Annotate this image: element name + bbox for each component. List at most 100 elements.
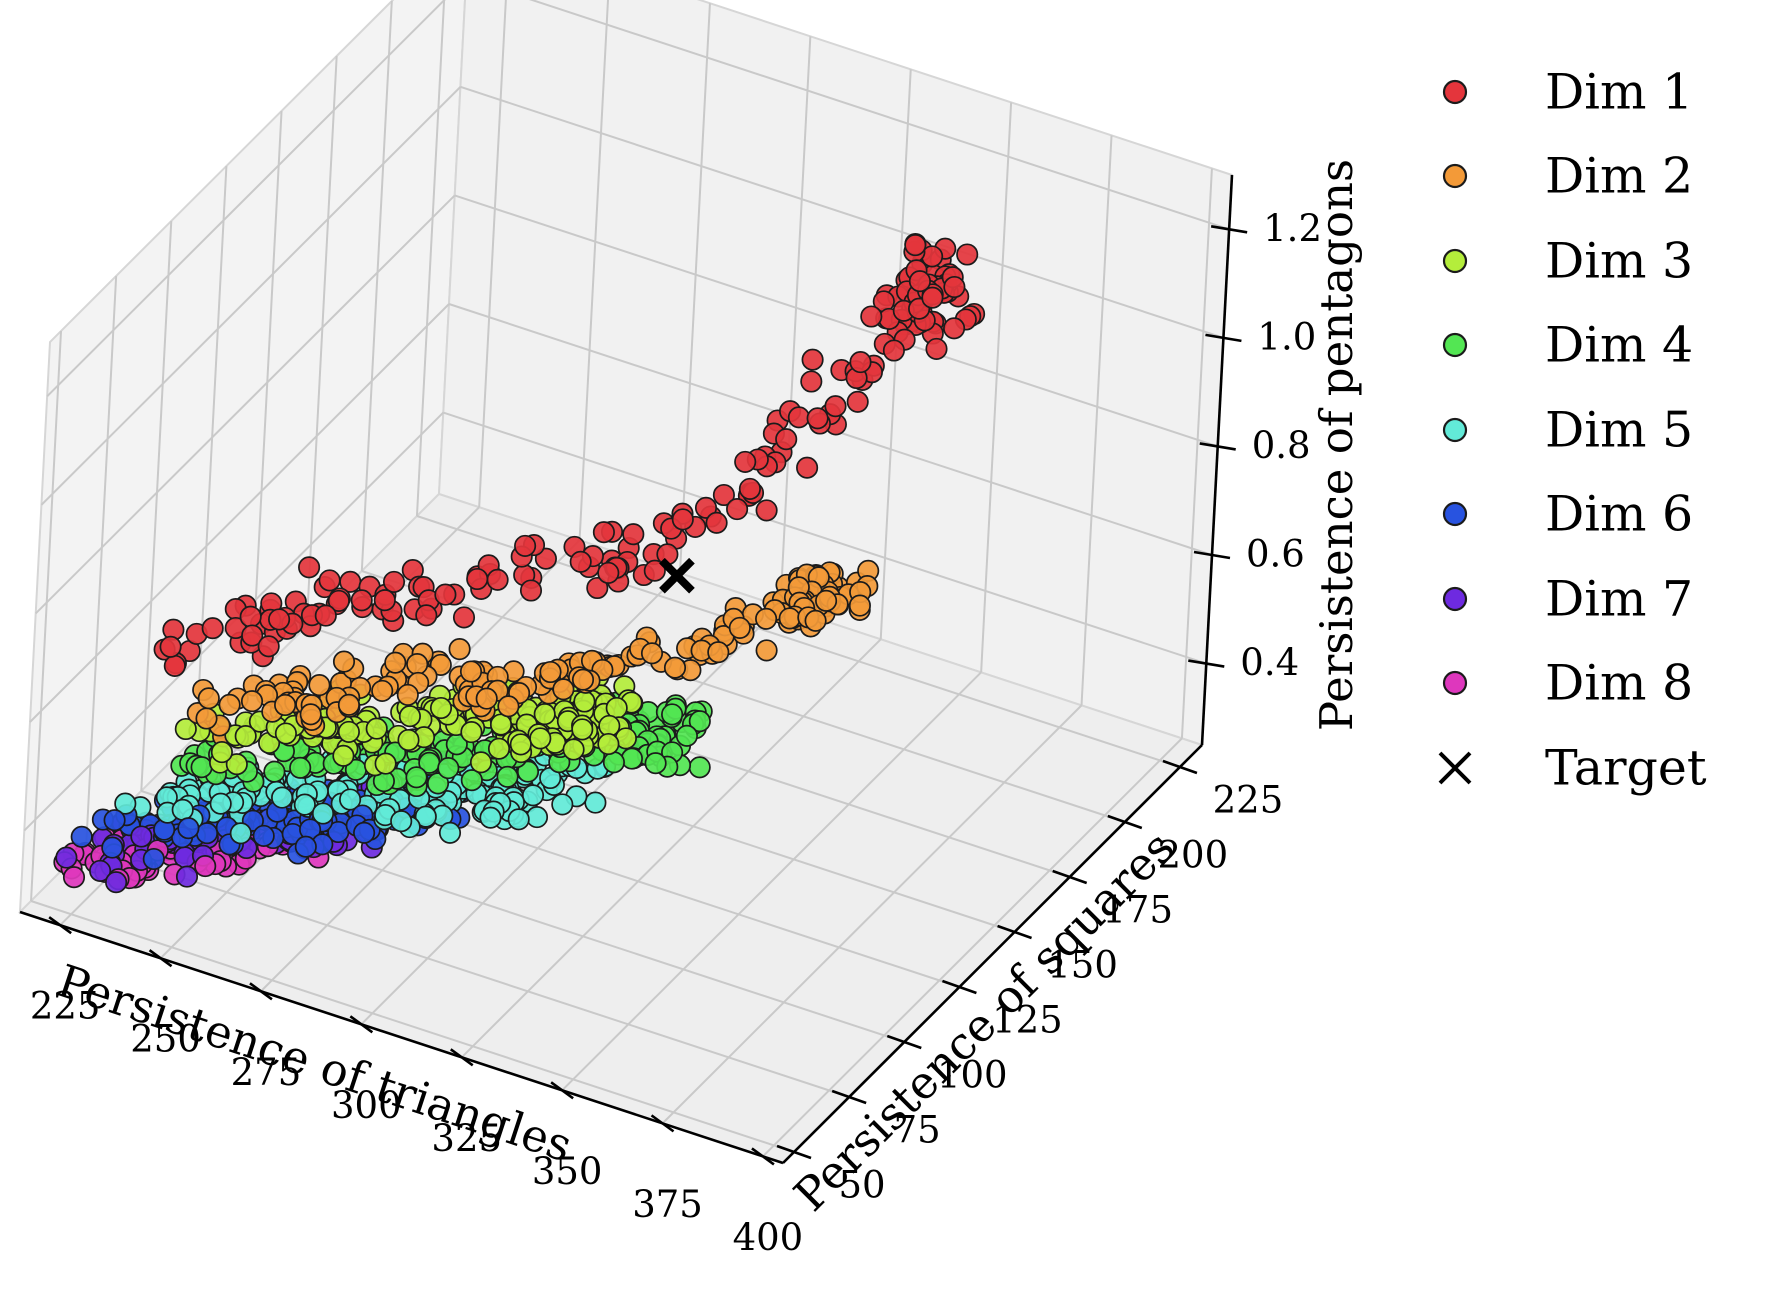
z-tick-label: 0.4 — [1240, 641, 1299, 684]
data-point — [371, 679, 394, 702]
legend-marker-circle — [1442, 501, 1468, 527]
data-point — [849, 351, 872, 374]
data-point — [299, 703, 322, 726]
data-point — [234, 725, 257, 748]
data-point — [571, 668, 595, 691]
data-point — [663, 656, 687, 679]
data-point — [177, 817, 200, 840]
scatter-points — [53, 232, 986, 894]
data-point — [514, 534, 537, 557]
data-point — [159, 635, 182, 658]
y-tick-label: 175 — [1102, 889, 1173, 932]
data-point — [460, 721, 483, 744]
x-tick — [249, 982, 273, 1001]
data-point — [308, 674, 331, 697]
data-point — [620, 747, 643, 770]
data-point — [529, 727, 552, 750]
data-point — [195, 822, 219, 845]
data-point — [396, 683, 419, 706]
y-tick — [886, 1034, 922, 1050]
data-point — [105, 871, 128, 894]
data-point — [755, 499, 778, 522]
data-point — [552, 678, 575, 701]
legend-item-dim-3: Dim 3 — [1442, 233, 1693, 290]
data-point — [101, 836, 124, 859]
data-point — [586, 576, 609, 600]
data-point — [734, 450, 757, 473]
data-point — [350, 589, 373, 612]
data-point — [175, 865, 199, 888]
grid-wall-z-left — [35, 194, 456, 615]
data-point — [846, 390, 869, 413]
grid-wall-z-right — [454, 194, 1219, 448]
x-axis-spine — [19, 910, 784, 1165]
data-point — [860, 305, 883, 328]
data-point — [597, 732, 620, 756]
z-tick — [1188, 659, 1225, 668]
data-point — [705, 511, 728, 534]
data-point — [509, 733, 532, 756]
data-point — [801, 348, 824, 371]
data-point — [943, 275, 966, 299]
data-point — [755, 639, 778, 662]
data-point — [925, 337, 948, 360]
legend-marker-circle — [1442, 670, 1468, 696]
data-point — [479, 806, 502, 829]
data-point — [194, 855, 217, 878]
y-tick — [831, 1089, 867, 1105]
grid-floor-x — [762, 737, 1183, 1158]
data-point — [688, 710, 711, 733]
z-tick-label: 0.6 — [1246, 533, 1305, 576]
grid-wall-z-right — [460, 85, 1224, 339]
data-point — [274, 693, 297, 717]
data-point — [209, 792, 232, 815]
data-point — [293, 793, 316, 816]
data-point — [225, 753, 248, 776]
data-point — [551, 793, 574, 816]
data-point — [263, 760, 286, 783]
x-tick-label: 400 — [733, 1216, 804, 1259]
data-point — [728, 616, 751, 639]
y-tick — [1162, 759, 1198, 775]
legend-item-dim-1: Dim 1 — [1442, 64, 1693, 121]
data-point — [398, 705, 421, 728]
data-point — [429, 653, 452, 676]
data-point — [573, 690, 596, 713]
data-point — [337, 693, 360, 716]
data-point — [252, 824, 275, 847]
target-marker-group — [659, 557, 695, 594]
data-point — [486, 568, 509, 591]
data-point — [597, 561, 620, 584]
data-point — [190, 756, 213, 779]
data-point — [294, 835, 317, 858]
data-point — [274, 722, 297, 745]
grid-floor-x — [561, 671, 982, 1092]
data-point — [353, 821, 376, 844]
data-point — [229, 822, 252, 845]
data-point — [374, 752, 397, 775]
data-point — [174, 717, 197, 741]
data-point — [459, 660, 483, 683]
y-tick — [1107, 814, 1143, 830]
data-point — [497, 695, 520, 718]
data-point — [521, 784, 545, 807]
data-point — [796, 456, 819, 479]
grid-wall-x — [678, 3, 711, 574]
data-point — [487, 737, 511, 760]
data-point — [671, 508, 694, 531]
data-point — [640, 642, 664, 665]
data-point — [726, 498, 749, 521]
data-point — [332, 650, 356, 673]
data-point — [382, 570, 406, 593]
data-point — [475, 687, 498, 710]
y-tick — [997, 924, 1032, 940]
data-point — [806, 407, 829, 430]
data-point — [390, 810, 413, 833]
y-tick-label: 50 — [838, 1164, 885, 1207]
z-tick-label: 1.0 — [1257, 315, 1316, 358]
data-point — [397, 728, 420, 752]
data-point — [507, 808, 530, 831]
grid-wall-y — [360, 0, 393, 572]
legend-label: Dim 5 — [1545, 402, 1693, 459]
